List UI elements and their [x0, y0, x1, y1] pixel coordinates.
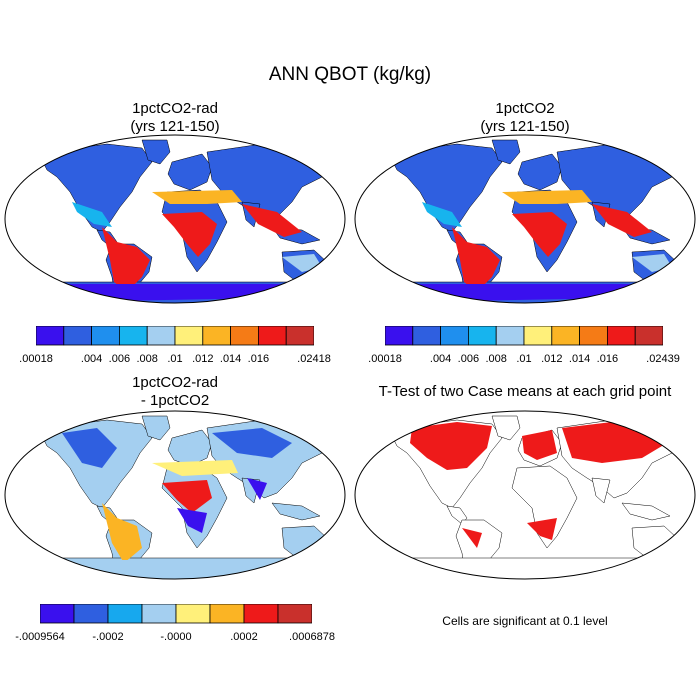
cb2-label-2: .006: [457, 353, 480, 365]
cb1-swatch-5: [174, 325, 204, 346]
cb2-swatch-8: [606, 325, 636, 346]
panel-3-title-line2: - 1pctCO2: [140, 392, 210, 409]
map-1pctco2: [354, 134, 696, 304]
cb2-label-8: .02439: [646, 353, 680, 365]
panel-4-title-line1: T-Test of two Case means at each grid po…: [378, 383, 672, 400]
cb1-swatch-4: [146, 325, 176, 346]
map-1pctco2-rad: [4, 134, 346, 304]
cb3-swatch-1: [73, 603, 109, 624]
colorbar-3: -.0009564 -.0002 -.0000 .0002 .0006878: [15, 603, 335, 644]
cb3-label-1: -.0002: [92, 631, 124, 643]
cb3-swatch-0: [39, 603, 75, 624]
cb2-label-3: .008: [485, 353, 507, 365]
cb3-swatch-4: [175, 603, 211, 624]
cb2-swatch-7: [579, 325, 608, 346]
cb3-label-4: .0006878: [289, 631, 335, 643]
cb1-swatch-7: [230, 325, 259, 346]
cb2-swatch-4: [495, 325, 525, 346]
cb1-swatch-8: [257, 325, 287, 346]
colorbar-3-swatches: [39, 603, 313, 624]
panel-1-title-line1: 1pctCO2-rad: [132, 100, 218, 117]
cb1-label-5: .012: [192, 353, 214, 365]
cb1-swatch-1: [63, 325, 92, 346]
colorbar-2-swatches: [384, 325, 664, 346]
cb2-swatch-1: [412, 325, 441, 346]
cb3-swatch-5: [209, 603, 245, 624]
panel-2-title: 1pctCO2 (yrs 121-150): [360, 100, 690, 136]
panel-1-title-line2: (yrs 121-150): [130, 118, 220, 135]
colorbar-1: .00018 .004 .006 .008 .01 .012 .014 .016 .02418: [19, 325, 331, 366]
cb2-swatch-6: [551, 325, 581, 346]
panel-3-title-line1: 1pctCO2-rad: [132, 374, 218, 391]
cb2-label-4: .01: [516, 353, 532, 365]
cb2-swatch-9: [634, 325, 664, 346]
cb1-label-3: .008: [136, 353, 158, 365]
cb1-label-2: .006: [108, 353, 131, 365]
cb3-label-3: .0002: [230, 631, 258, 643]
cb3-label-2: -.0000: [160, 631, 192, 643]
cb1-swatch-6: [202, 325, 232, 346]
cb2-swatch-0: [384, 325, 414, 346]
cb3-swatch-6: [243, 603, 279, 624]
colorbar-2: .00018 .004 .006 .008 .01 .012 .014 .016 .02439: [368, 325, 680, 366]
cb2-swatch-3: [468, 325, 497, 346]
panel-2-title-line1: 1pctCO2: [495, 100, 555, 117]
cb1-label-7: .016: [247, 353, 270, 365]
cb1-swatch-9: [285, 325, 315, 346]
cb1-swatch-0: [35, 325, 65, 346]
map-t-test: [354, 410, 696, 580]
cb3-swatch-3: [141, 603, 177, 624]
colorbar-1-swatches: [35, 325, 315, 346]
main-title: ANN QBOT (kg/kg): [268, 64, 432, 85]
cb3-label-0: -.0009564: [15, 631, 65, 643]
significance-note: Cells are significant at 0.1 level: [442, 614, 608, 628]
cb2-label-7: .016: [596, 353, 619, 365]
cb2-label-6: .014: [568, 353, 591, 365]
map-difference: [4, 410, 346, 580]
panel-3-title: 1pctCO2-rad - 1pctCO2: [10, 374, 340, 410]
cb1-label-8: .02418: [297, 353, 331, 365]
cb1-label-0: .00018: [19, 353, 53, 365]
cb3-swatch-7: [277, 603, 313, 624]
panel-4-title: T-Test of two Case means at each grid po…: [360, 383, 690, 401]
cb2-label-0: .00018: [368, 353, 402, 365]
cb3-swatch-2: [107, 603, 143, 624]
cb1-swatch-2: [91, 325, 120, 346]
cb1-label-4: .01: [167, 353, 183, 365]
cb1-swatch-3: [119, 325, 148, 346]
panel-2-title-line2: (yrs 121-150): [480, 118, 570, 135]
cb2-swatch-2: [440, 325, 469, 346]
cb2-label-1: .004: [429, 353, 452, 365]
cb1-label-6: .014: [219, 353, 242, 365]
cb2-label-5: .012: [541, 353, 563, 365]
panel-1-title: 1pctCO2-rad (yrs 121-150): [10, 100, 340, 136]
cb1-label-1: .004: [80, 353, 103, 365]
cb2-swatch-5: [523, 325, 553, 346]
